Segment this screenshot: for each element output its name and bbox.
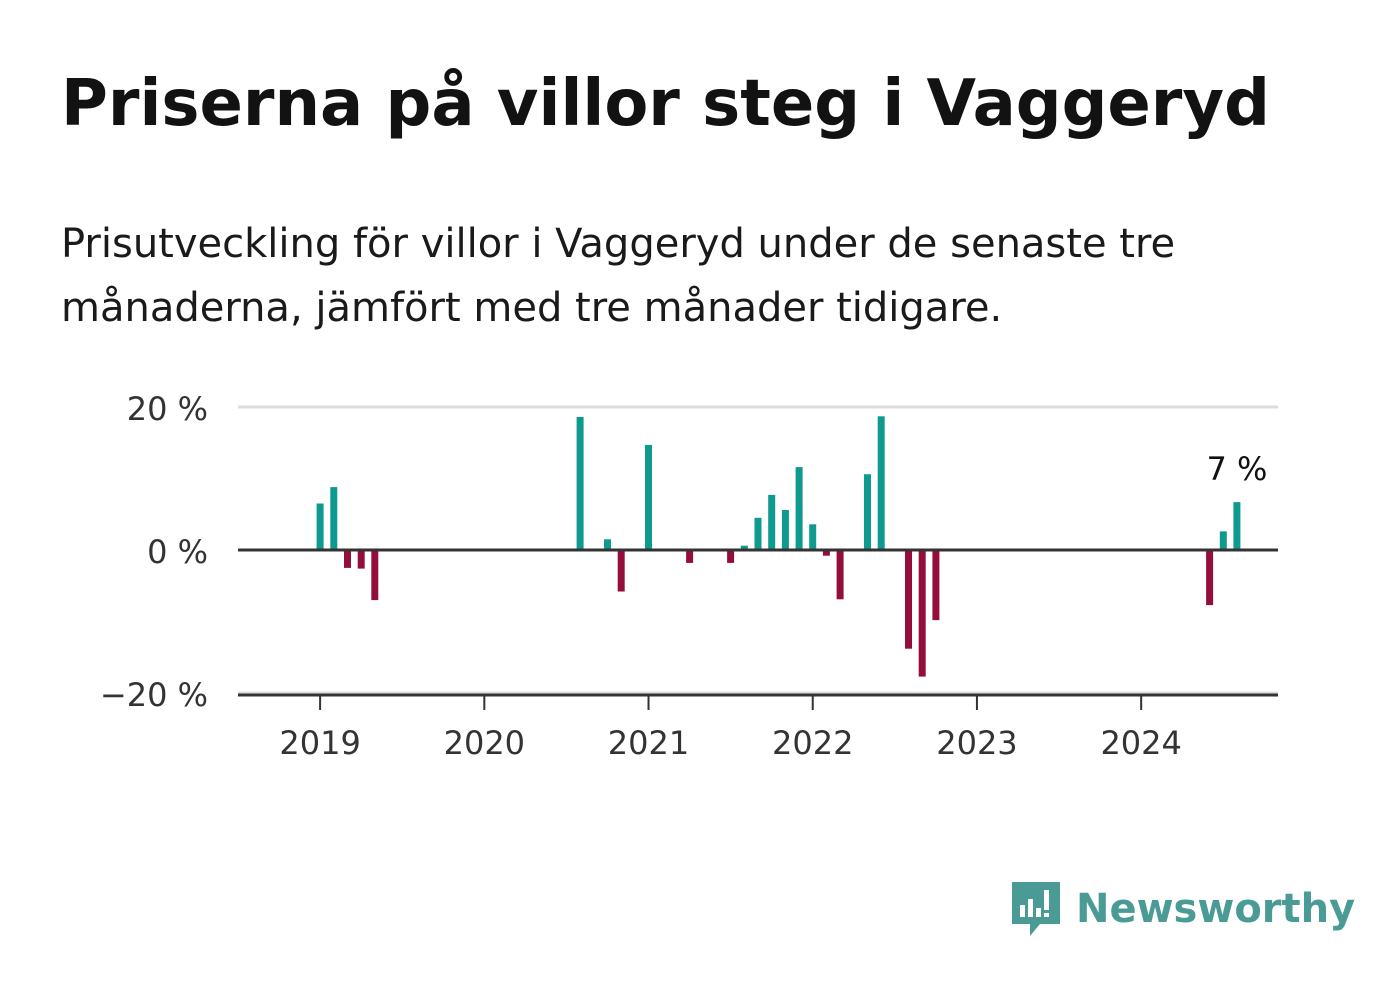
x-tick-label: 2022: [772, 724, 853, 762]
bar: [344, 550, 351, 568]
brand-logo: Newsworthy: [1008, 876, 1355, 942]
x-tick-label: 2019: [279, 724, 360, 762]
grid-lines: [238, 405, 1278, 695]
bar: [357, 550, 365, 569]
y-tick-label: −20 %: [100, 676, 208, 714]
axes: [238, 548, 1278, 710]
newsworthy-logo-icon: [1012, 882, 1060, 936]
bar: [754, 517, 762, 550]
bar: [371, 550, 379, 601]
bar: [809, 524, 817, 550]
y-tick-label: 0 %: [147, 533, 208, 571]
bar: [836, 550, 844, 600]
bar: [576, 417, 584, 550]
y-tick-label: 20 %: [127, 390, 208, 428]
bar: [645, 444, 652, 550]
bar: [864, 474, 871, 550]
bar: [1233, 502, 1241, 550]
bar: [781, 510, 789, 550]
bar: [1206, 550, 1214, 606]
bar: [316, 503, 324, 550]
x-tick-label: 2023: [936, 724, 1017, 762]
bar: [330, 487, 338, 550]
data-label: 7 %: [1206, 450, 1267, 488]
chart-title: Priserna på villor steg i Vaggeryd: [61, 67, 1270, 141]
bar: [604, 539, 611, 550]
bar-chart: 20 % 0 % −20 % 2019 2020 2021 2022 2023 2024 7 %: [100, 390, 1278, 762]
bar: [932, 550, 940, 621]
bar: [918, 550, 926, 677]
bar: [727, 550, 735, 563]
bar: [1219, 531, 1227, 550]
bar: [795, 467, 803, 550]
bar: [768, 494, 776, 550]
x-tick-label: 2020: [444, 724, 525, 762]
x-tick-label: 2021: [608, 724, 689, 762]
x-tick-label: 2024: [1100, 724, 1181, 762]
bar: [686, 550, 694, 563]
bars: [316, 416, 1241, 677]
bar: [740, 545, 748, 550]
chart-subtitle: Prisutveckling för villor i Vaggeryd und…: [61, 221, 1176, 331]
brand-name: Newsworthy: [1076, 886, 1356, 932]
bar: [617, 550, 625, 592]
bar: [905, 550, 912, 649]
bar: [822, 550, 830, 556]
tick-labels: 20 % 0 % −20 % 2019 2020 2021 2022 2023 2024 7 %: [100, 390, 1268, 762]
bar: [877, 416, 885, 550]
